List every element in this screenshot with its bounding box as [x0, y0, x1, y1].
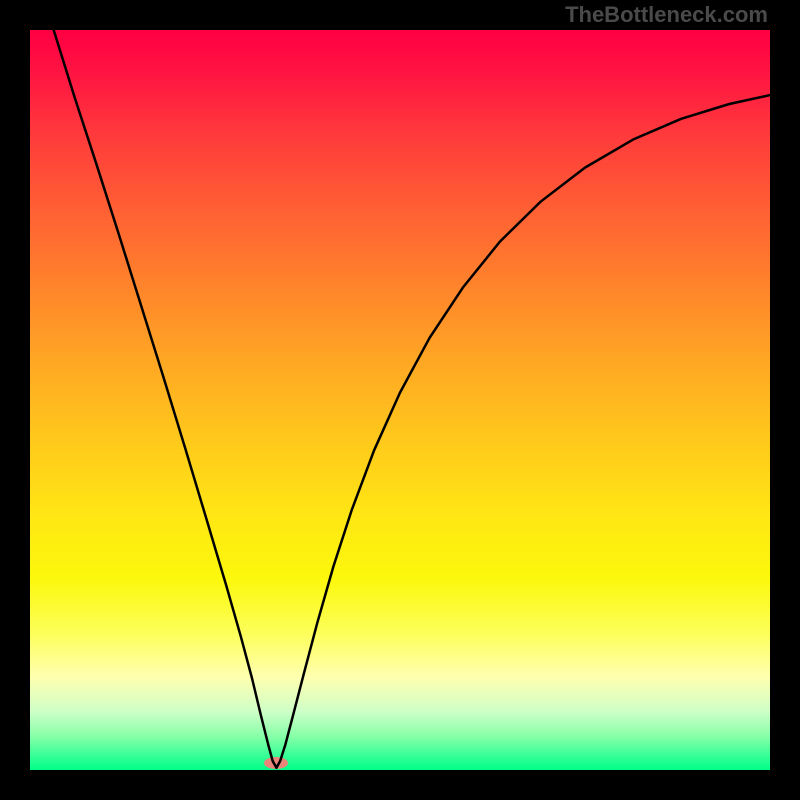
curve-minimum-marker — [264, 757, 288, 769]
watermark-label: TheBottleneck.com — [565, 2, 768, 28]
gradient-background — [30, 30, 770, 770]
plot-area — [30, 30, 770, 770]
